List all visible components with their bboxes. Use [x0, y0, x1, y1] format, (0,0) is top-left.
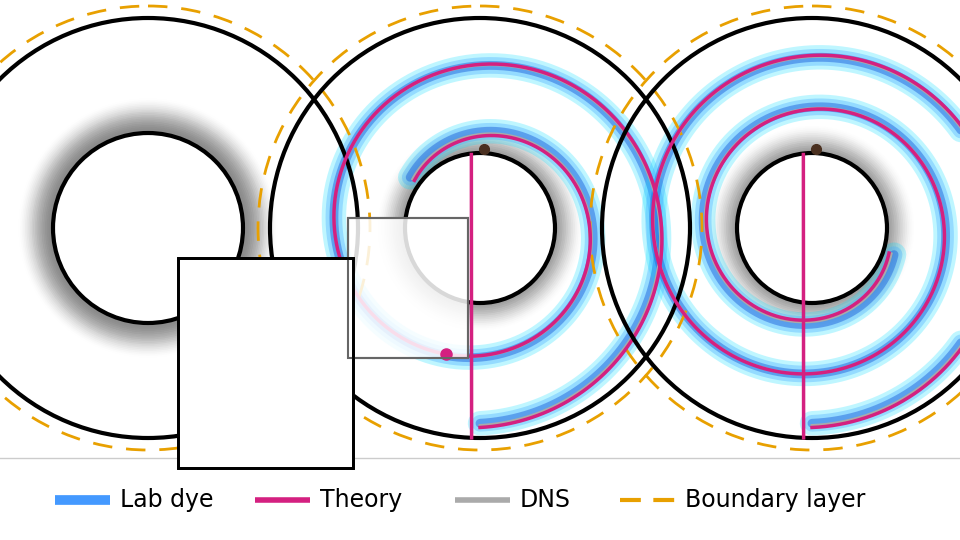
Circle shape: [405, 153, 555, 303]
Text: Lab dye: Lab dye: [120, 488, 213, 512]
Circle shape: [36, 117, 259, 339]
Bar: [348, 218, 468, 358]
Circle shape: [717, 133, 907, 323]
Circle shape: [385, 133, 575, 323]
Text: Boundary layer: Boundary layer: [685, 488, 865, 512]
Circle shape: [27, 107, 270, 349]
Circle shape: [47, 126, 250, 329]
Circle shape: [719, 135, 905, 321]
Circle shape: [397, 146, 563, 310]
Text: DNS: DNS: [520, 488, 571, 512]
Circle shape: [724, 140, 900, 316]
Bar: [178, 258, 353, 468]
Circle shape: [387, 135, 573, 321]
Circle shape: [35, 115, 261, 341]
Circle shape: [43, 123, 252, 333]
Circle shape: [48, 128, 248, 328]
Bar: [178, 258, 353, 468]
Circle shape: [389, 137, 571, 319]
Circle shape: [40, 120, 256, 336]
Circle shape: [737, 153, 887, 303]
Circle shape: [723, 138, 901, 318]
Circle shape: [732, 147, 893, 308]
Circle shape: [728, 144, 896, 312]
Circle shape: [32, 112, 264, 345]
Circle shape: [38, 118, 257, 338]
Circle shape: [733, 149, 891, 307]
Circle shape: [30, 110, 266, 346]
Circle shape: [726, 142, 898, 314]
Circle shape: [29, 109, 268, 348]
Circle shape: [401, 149, 559, 307]
Circle shape: [53, 133, 243, 323]
Circle shape: [41, 122, 254, 334]
Circle shape: [391, 138, 569, 318]
Circle shape: [393, 140, 567, 316]
Circle shape: [34, 113, 263, 343]
Circle shape: [399, 147, 561, 308]
Circle shape: [730, 146, 895, 310]
Circle shape: [721, 137, 903, 319]
Text: Theory: Theory: [320, 488, 402, 512]
Circle shape: [396, 144, 564, 312]
Circle shape: [45, 125, 252, 331]
Bar: [348, 218, 468, 358]
Circle shape: [394, 142, 566, 314]
